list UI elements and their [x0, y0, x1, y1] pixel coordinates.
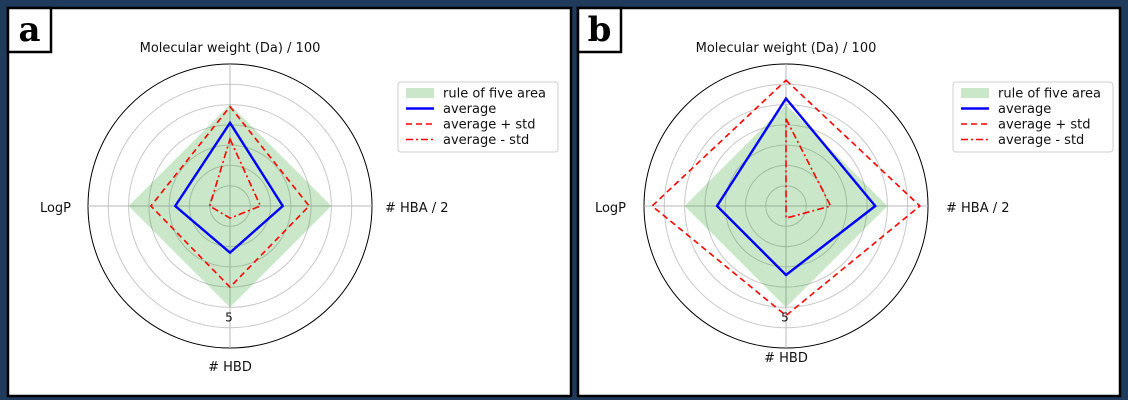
panel-b: 5 Molecular weight (Da) / 100 # HBA / 2 # H…	[576, 6, 1122, 398]
series-rule-of-five-area	[128, 104, 332, 308]
axis-label: # HBA / 2	[385, 201, 449, 216]
radial-tick-label: 5	[781, 310, 789, 324]
legend-label: rule of five area	[443, 87, 546, 102]
axis-label: # HBD	[208, 360, 252, 375]
letter-box-frame	[6, 6, 53, 54]
panel-letter: a	[18, 10, 40, 50]
series-average	[715, 96, 877, 277]
legend-box	[397, 81, 559, 153]
axis-label: Molecular weight (Da) / 100	[696, 41, 877, 56]
legend-swatch	[406, 88, 434, 98]
legend-label: rule of five area	[998, 87, 1101, 102]
radial-tick-label: 5	[225, 310, 233, 324]
panel-a: 5 Molecular weight (Da) / 100 # HBA / 2 # H…	[6, 6, 573, 398]
legend-label: average - std	[998, 133, 1084, 148]
panel-letter-box: a	[6, 6, 53, 54]
panel-letter: b	[588, 10, 612, 50]
axis-label: LogP	[595, 201, 626, 216]
legend-label: average - std	[443, 133, 529, 148]
series-average-std	[208, 136, 262, 220]
legend-label: average	[443, 102, 496, 117]
legend-label: average	[998, 102, 1051, 117]
legend-label: average + std	[998, 118, 1091, 133]
series-average-std	[149, 105, 311, 289]
axis-label: Molecular weight (Da) / 100	[140, 41, 321, 56]
legend-swatch	[961, 88, 989, 98]
axis-label: # HBD	[764, 351, 808, 366]
series-average-std	[650, 79, 922, 317]
panel-frame	[576, 6, 1122, 398]
panel-letter-box: b	[576, 6, 623, 54]
axis-label: LogP	[40, 201, 71, 216]
legend-box	[952, 81, 1114, 153]
legend-label: average + std	[443, 118, 536, 133]
panel-frame	[6, 6, 573, 398]
series-average-std	[785, 118, 832, 220]
series-average	[173, 120, 285, 255]
axis-label: # HBA / 2	[946, 201, 1010, 216]
letter-box-frame	[576, 6, 623, 54]
